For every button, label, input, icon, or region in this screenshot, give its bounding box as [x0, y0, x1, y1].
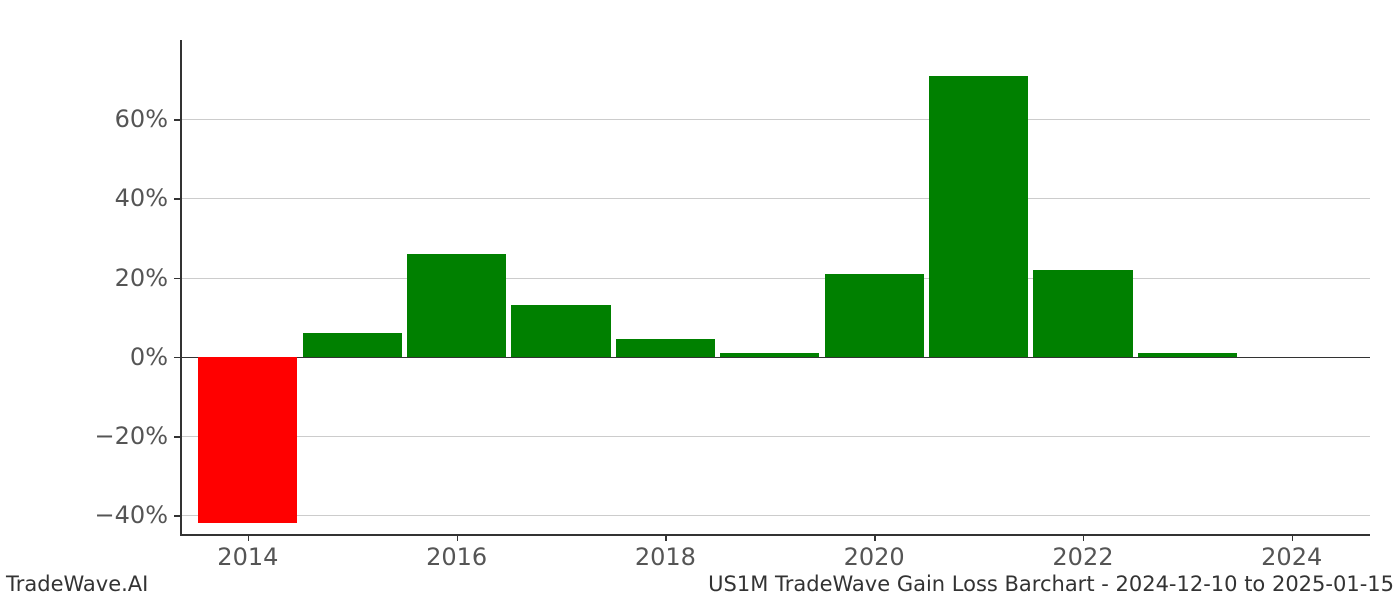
y-tick-label: 40%	[115, 184, 168, 212]
gridline	[180, 357, 1370, 359]
y-tick-mark	[174, 278, 180, 280]
bar	[1033, 270, 1132, 357]
footer-right-caption: US1M TradeWave Gain Loss Barchart - 2024…	[708, 572, 1394, 596]
bar	[929, 76, 1028, 357]
x-tick-mark	[248, 535, 250, 541]
y-tick-mark	[174, 198, 180, 200]
bar	[511, 305, 610, 356]
x-tick-label: 2014	[217, 543, 278, 571]
bar	[720, 353, 819, 357]
x-tick-label: 2018	[635, 543, 696, 571]
bar	[616, 339, 715, 357]
x-axis-spine	[180, 534, 1370, 536]
gridline	[180, 119, 1370, 120]
bar	[407, 254, 506, 357]
footer-left-brand: TradeWave.AI	[6, 572, 148, 596]
y-tick-mark	[174, 436, 180, 438]
y-tick-mark	[174, 119, 180, 121]
x-tick-mark	[457, 535, 459, 541]
bar	[303, 333, 402, 357]
x-tick-mark	[665, 535, 667, 541]
gridline	[180, 436, 1370, 437]
chart-page: −40% −20% 0% 20% 40% 60% 2014 2016 2018 2020 2022…	[0, 0, 1400, 600]
x-tick-label: 2024	[1261, 543, 1322, 571]
bar	[1138, 353, 1237, 357]
y-tick-mark	[174, 515, 180, 517]
y-tick-label: −20%	[95, 422, 168, 450]
x-tick-label: 2016	[426, 543, 487, 571]
y-tick-label: 20%	[115, 264, 168, 292]
y-tick-mark	[174, 357, 180, 359]
gridline	[180, 198, 1370, 199]
x-tick-label: 2022	[1052, 543, 1113, 571]
x-tick-mark	[1292, 535, 1294, 541]
y-tick-label: −40%	[95, 501, 168, 529]
x-tick-mark	[874, 535, 876, 541]
gridline	[180, 515, 1370, 516]
y-tick-label: 60%	[115, 105, 168, 133]
x-tick-label: 2020	[844, 543, 905, 571]
x-tick-mark	[1083, 535, 1085, 541]
y-tick-label: 0%	[130, 343, 168, 371]
plot-area	[180, 40, 1370, 535]
bar	[825, 274, 924, 357]
bar	[198, 357, 297, 523]
gridline	[180, 278, 1370, 279]
y-axis-spine	[180, 40, 182, 535]
